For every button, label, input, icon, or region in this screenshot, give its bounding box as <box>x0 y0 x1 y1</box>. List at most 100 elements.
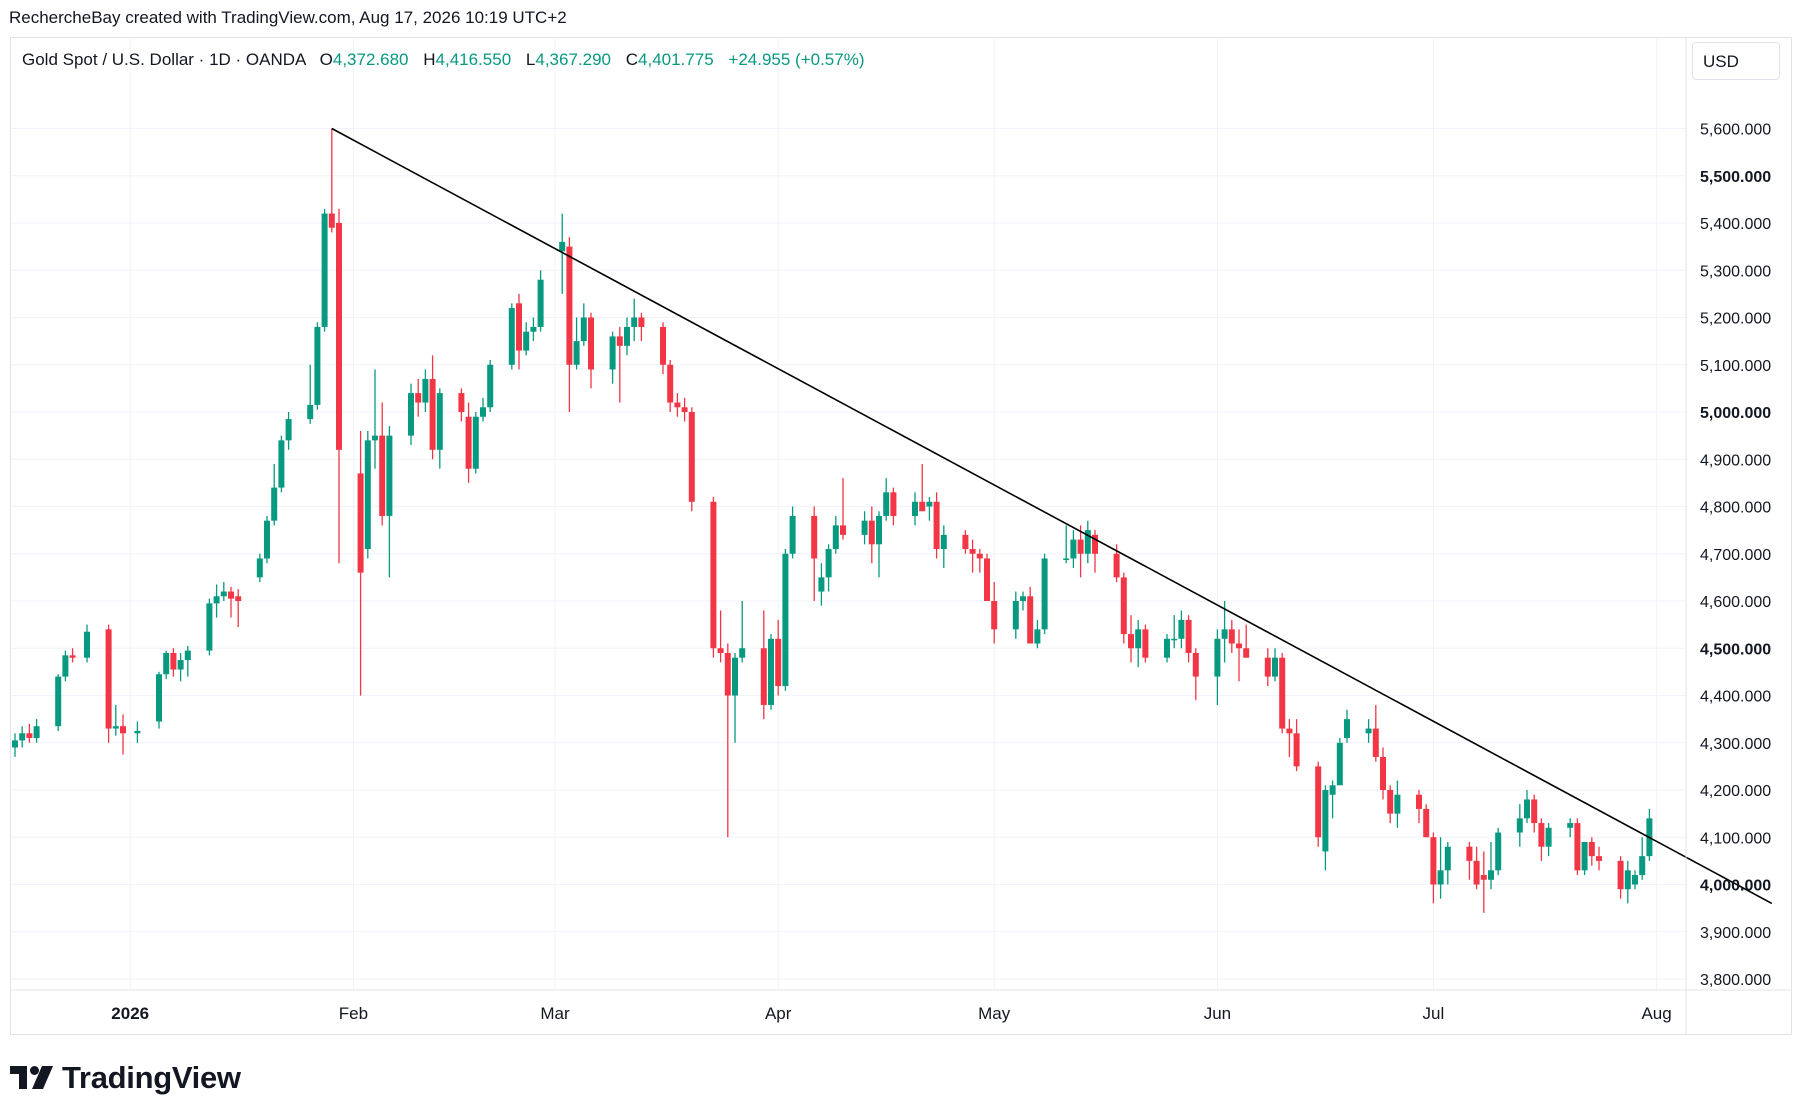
candle-body <box>156 674 162 722</box>
candle-body <box>1286 728 1293 734</box>
candle <box>789 506 796 559</box>
candle <box>415 378 422 417</box>
candle <box>523 322 530 356</box>
candle <box>1480 851 1487 913</box>
candle <box>177 652 184 682</box>
candle <box>55 674 62 731</box>
candle <box>1372 704 1379 762</box>
candle <box>1545 823 1552 857</box>
candle <box>861 511 868 545</box>
price-tick-label: 5,300.000 <box>1700 263 1771 280</box>
candle-body <box>609 336 616 370</box>
candle-body <box>1632 875 1638 885</box>
time-tick-label: Mar <box>540 1004 570 1023</box>
candle-body <box>1524 799 1530 819</box>
candle-body <box>724 652 731 696</box>
candle <box>120 714 126 755</box>
candle-body <box>1394 794 1401 814</box>
candle <box>163 650 170 679</box>
candle <box>631 298 638 342</box>
candle <box>1344 709 1350 743</box>
candle-body <box>523 331 530 351</box>
time-tick-label: Apr <box>765 1004 792 1023</box>
trendline <box>331 127 1773 905</box>
candle <box>1380 747 1386 800</box>
candle-body <box>1387 790 1394 814</box>
candle <box>1293 719 1300 772</box>
candle <box>868 506 875 564</box>
candle <box>962 530 969 554</box>
candle-body <box>436 393 443 450</box>
candle-body <box>1142 629 1149 658</box>
candle <box>724 643 731 838</box>
candle-body <box>220 591 227 597</box>
candle-body <box>760 648 767 705</box>
candle <box>1646 808 1653 861</box>
candle <box>1617 856 1624 899</box>
candle-body <box>940 534 947 550</box>
candle-body <box>616 336 623 346</box>
candle <box>1142 624 1149 663</box>
candle-body <box>235 596 242 601</box>
candle <box>811 506 818 601</box>
candle <box>537 270 544 332</box>
candle <box>1228 619 1235 653</box>
candle-body <box>919 501 926 512</box>
candle-body <box>1516 818 1523 833</box>
candle-body <box>379 435 386 516</box>
candle-body <box>775 638 782 687</box>
currency-button[interactable]: USD <box>1692 42 1780 80</box>
candle <box>1329 780 1336 819</box>
price-tick-label: 4,100.000 <box>1700 830 1771 847</box>
candle <box>717 610 724 663</box>
candle-body <box>84 631 90 658</box>
candle <box>1437 837 1444 899</box>
high-value: 4,416.550 <box>435 50 512 69</box>
candle-body <box>1228 629 1235 644</box>
candle-body <box>580 317 587 342</box>
candle-body <box>1084 530 1091 554</box>
candle-body <box>1329 785 1336 795</box>
price-tick-label: 3,800.000 <box>1700 972 1771 989</box>
candle <box>364 430 371 559</box>
candle <box>1581 841 1588 876</box>
candle <box>436 388 443 469</box>
candle-body <box>1416 794 1422 809</box>
candle-body <box>710 501 717 649</box>
candle-body <box>739 648 746 658</box>
candle <box>883 478 890 521</box>
candle <box>1596 846 1602 871</box>
candle <box>134 721 141 743</box>
candle <box>357 430 364 696</box>
candle <box>760 610 767 720</box>
candle <box>1286 719 1293 757</box>
chart-frame[interactable] <box>10 37 1792 1035</box>
tradingview-branding[interactable]: TradingView <box>10 1058 241 1098</box>
candle-body <box>112 726 119 729</box>
candle-body <box>465 416 472 469</box>
candle-body <box>1135 629 1142 649</box>
candle <box>1416 790 1422 824</box>
candle <box>1632 870 1638 890</box>
candle <box>458 388 465 422</box>
symbol-description[interactable]: Gold Spot / U.S. Dollar · 1D · OANDA <box>22 50 306 69</box>
candle <box>688 407 695 512</box>
candle <box>379 402 386 526</box>
candle <box>1624 860 1631 904</box>
candle <box>782 549 789 691</box>
candle <box>278 435 285 493</box>
candle-body <box>62 655 69 677</box>
candle-body <box>717 648 724 653</box>
candle <box>1588 837 1595 866</box>
candle-body <box>573 341 580 365</box>
candle-body <box>26 733 33 739</box>
candle <box>256 553 263 583</box>
candle-body <box>674 402 681 408</box>
candle <box>62 650 69 682</box>
candle <box>775 619 782 696</box>
candle-body <box>1488 870 1494 880</box>
candle-body <box>559 241 566 252</box>
candle <box>1336 738 1343 786</box>
close-value: 4,401.775 <box>638 50 714 69</box>
